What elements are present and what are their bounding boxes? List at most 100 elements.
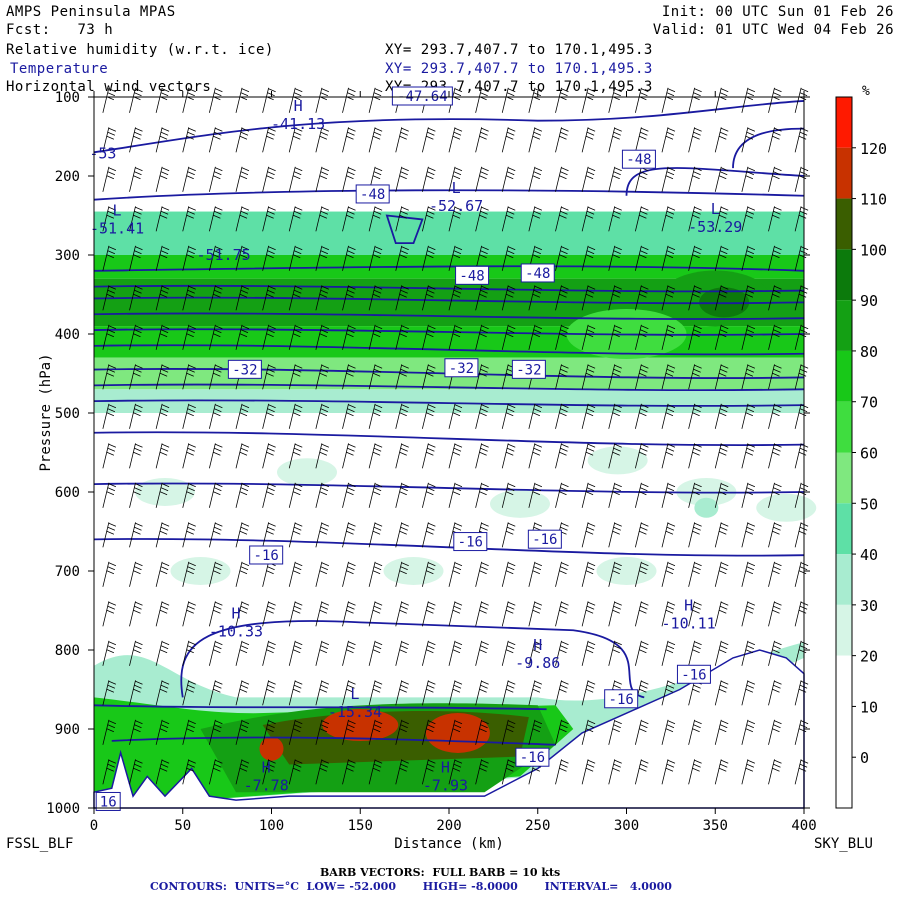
colorbar-segment (836, 554, 852, 605)
wind-barb (741, 364, 756, 390)
wind-barb (794, 759, 809, 785)
wind-barb (102, 166, 117, 192)
wind-barb (315, 522, 330, 548)
wind-barb (129, 87, 143, 113)
colorbar-segment (836, 452, 852, 504)
wind-barb (714, 443, 729, 469)
wind-barb (129, 206, 143, 232)
wind-barb (129, 166, 143, 192)
wind-barb (794, 443, 809, 469)
wind-barb (395, 166, 409, 192)
wind-barb (714, 640, 729, 666)
wind-barb (208, 285, 223, 311)
wind-barb (342, 759, 356, 785)
wind-barb (448, 719, 463, 745)
contour-label-box (227, 359, 262, 379)
isotherm (93, 312, 805, 320)
wind-barb (395, 127, 409, 153)
extremum-value: -10.33 (209, 622, 263, 640)
wind-barb (102, 206, 117, 232)
y-tick-label: 700 (55, 564, 80, 580)
y-axis-title: Pressure (hPa) (38, 353, 54, 471)
wind-barb (102, 759, 117, 785)
wind-barb (421, 166, 436, 192)
colorbar-segment (836, 249, 852, 301)
wind-barb (395, 364, 409, 390)
wind-barb (342, 640, 356, 666)
wind-barb (528, 561, 543, 587)
wind-barb (315, 443, 330, 469)
wind-barb (714, 285, 729, 311)
wind-barb (155, 324, 170, 350)
left-endpoint-label: FSSL_BLF (6, 836, 73, 852)
wind-barb (634, 87, 649, 113)
wind-barb (182, 285, 196, 311)
wind-barb (528, 640, 543, 666)
wind-barb (368, 443, 383, 469)
wind-barb (129, 522, 143, 548)
wind-barb (342, 680, 356, 706)
valid-time: Valid: 01 UTC Wed 04 Feb 26 (652, 22, 894, 38)
wind-barb (262, 680, 276, 706)
field-rh: Relative humidity (w.r.t. ice) (6, 42, 274, 58)
barb-footer: BARB VECTORS: FULL BARB = 10 kts (320, 866, 561, 879)
wind-barb (208, 561, 223, 587)
wind-barb (634, 719, 649, 745)
wind-barb (714, 601, 729, 627)
contour-label: -32 (232, 362, 257, 378)
wind-barb (688, 364, 702, 390)
wind-barb (182, 719, 196, 745)
y-tick-label: 100 (55, 90, 80, 106)
wind-barb (741, 324, 756, 350)
wind-barb (634, 166, 649, 192)
wind-barb (129, 640, 143, 666)
wind-barb (395, 522, 409, 548)
wind-barb (661, 285, 676, 311)
wind-barb (581, 364, 596, 390)
colorbar-tick-label: 90 (860, 292, 878, 310)
wind-barb (528, 403, 543, 429)
extremum-marker: H (684, 596, 693, 614)
wind-barb (421, 680, 436, 706)
wind-barb (315, 206, 330, 232)
wind-barb (555, 127, 569, 153)
wind-barb (528, 206, 543, 232)
wind-barb (794, 166, 809, 192)
wind-barb (155, 285, 170, 311)
wind-barb (448, 127, 463, 153)
wind-barb (714, 364, 729, 390)
wind-barb (608, 561, 622, 587)
wind-barb (634, 640, 649, 666)
colorbar-unit: % (862, 84, 870, 99)
wind-barb (129, 364, 143, 390)
contour-label: -48 (525, 266, 550, 282)
rh-patch (135, 478, 195, 506)
wind-barb (661, 245, 676, 271)
colorbar-segment (836, 655, 852, 707)
y-tick-label: 400 (55, 327, 80, 343)
wind-barb (634, 285, 649, 311)
wind-barb (581, 443, 596, 469)
wind-barb (634, 482, 649, 508)
wind-barb (262, 640, 276, 666)
wind-barb (315, 680, 330, 706)
wind-barb (501, 601, 516, 627)
colorbar-segment (836, 706, 852, 758)
wind-barb (794, 522, 809, 548)
wind-barb (315, 403, 330, 429)
wind-barb (501, 127, 516, 153)
wind-barb (528, 601, 543, 627)
y-tick-label: 500 (55, 406, 80, 422)
wind-barb (395, 324, 409, 350)
wind-barb (129, 443, 143, 469)
wind-barb (688, 719, 702, 745)
wind-barb (262, 127, 276, 153)
wind-barb (288, 166, 303, 192)
wind-barb (475, 601, 489, 627)
wind-barb (581, 759, 596, 785)
wind-barb (421, 324, 436, 350)
contour-label: -16 (532, 532, 557, 548)
contour-label-box (520, 263, 555, 283)
wind-barb (794, 127, 809, 153)
extremum-value: -52.67 (429, 197, 483, 215)
